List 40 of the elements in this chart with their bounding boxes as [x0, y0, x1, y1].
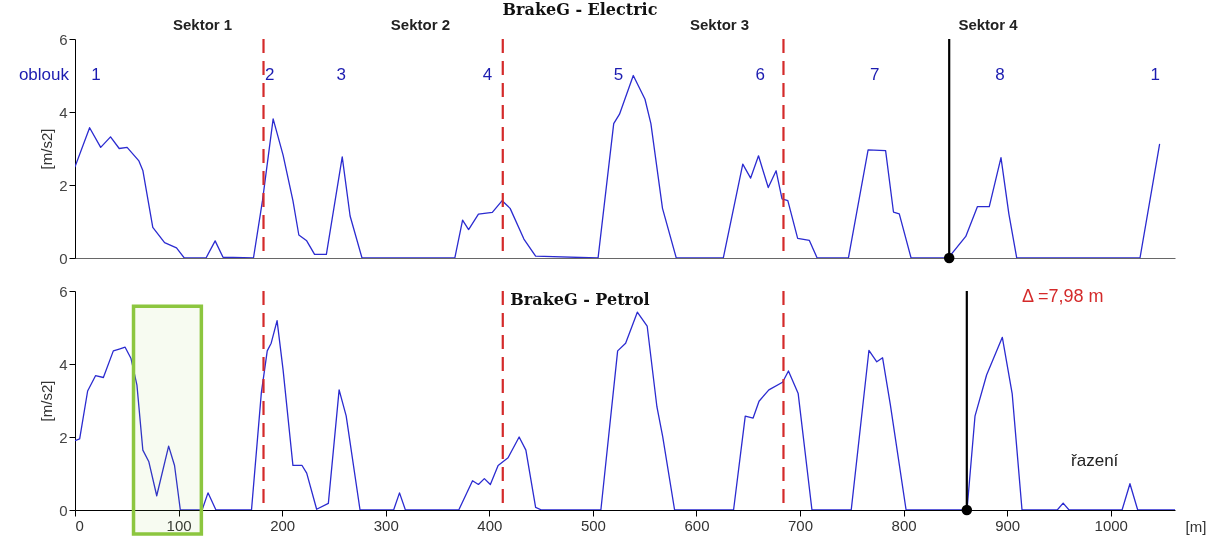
y-tick-label: 6 — [59, 30, 68, 48]
text: Sektor 3 — [690, 16, 750, 33]
x-tick-label: 600 — [684, 516, 710, 534]
annotation: 5 — [613, 65, 624, 84]
y-tick-label: 2 — [59, 176, 68, 194]
annotation: 4 — [482, 65, 493, 84]
annotation: řazení — [1071, 451, 1119, 470]
x-tick-label: 0 — [75, 516, 84, 534]
annotation: 3 — [336, 65, 346, 84]
annotation: 1 — [91, 65, 101, 84]
y-tick-label: 4 — [59, 355, 68, 373]
text: Sektor 4 — [958, 16, 1019, 33]
text: Sektor 2 — [390, 16, 450, 33]
annotation: 7 — [869, 65, 880, 84]
y-tick-label: 0 — [59, 501, 68, 519]
annotation: Δ =7,98 m — [1022, 286, 1104, 306]
y-tick-label: 2 — [59, 428, 68, 446]
y-tick-label: 4 — [59, 103, 68, 121]
x-tick-label: 100 — [166, 516, 192, 534]
x-tick-label: 800 — [891, 516, 917, 534]
x-tick-label: 500 — [580, 516, 606, 534]
x-tick-label: 900 — [995, 516, 1021, 534]
y-tick-label: 6 — [59, 282, 68, 300]
text: Sektor 1 — [173, 16, 233, 33]
annotation: 8 — [995, 65, 1005, 84]
x-axis-title: [m] — [1185, 517, 1207, 535]
annotation: 1 — [1150, 65, 1160, 84]
y-axis-title: [m/s2] — [38, 128, 56, 170]
x-tick-label: 1000 — [1094, 516, 1128, 534]
text: oblouk — [18, 65, 70, 84]
x-tick-label: 700 — [788, 516, 814, 534]
annotation: 2 — [264, 65, 275, 84]
x-tick-label: 200 — [270, 516, 296, 534]
x-tick-label: 300 — [373, 516, 399, 534]
annotation: 6 — [755, 65, 766, 84]
chart-title: BrakeG - Electric — [502, 0, 658, 19]
x-tick-label: 400 — [477, 516, 503, 534]
y-axis-title: [m/s2] — [38, 380, 56, 422]
chart-title: BrakeG - Petrol — [510, 290, 650, 309]
y-tick-label: 0 — [59, 249, 68, 267]
